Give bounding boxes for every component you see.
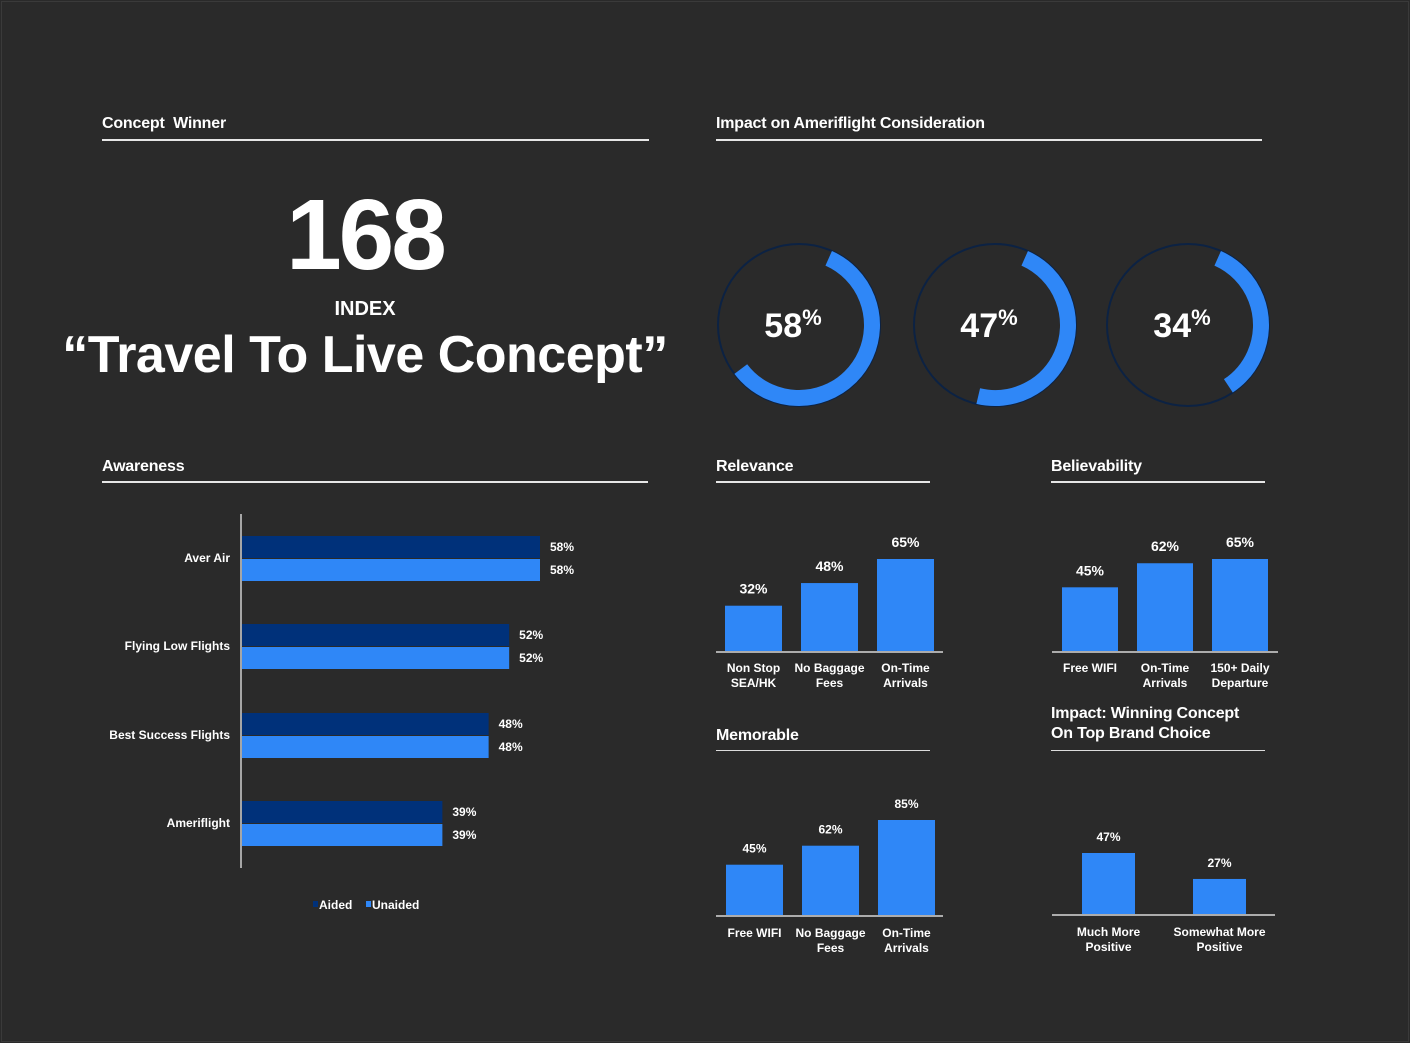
legend-label-aided: Aided [319,898,352,912]
believability-bar [1137,563,1193,651]
impact-rule [1051,750,1265,751]
ring-arc [914,244,1076,407]
relevance-bar [877,559,934,651]
awareness-bar-unaided [242,824,443,846]
impact-category-label: Much More Positive [1077,925,1141,954]
awareness-category-label: Best Success Flights [109,728,230,742]
relevance-category-label: Non Stop SEA/HK [727,661,780,690]
awareness-bar-label: 39% [452,828,476,842]
ring-value-label: 47% [960,305,1017,345]
awareness-title: Awareness [102,458,185,475]
believability-category-label: Free WIFI [1063,661,1117,675]
believability-rule [1051,481,1265,483]
concept-name: “Travel To Live Concept” [62,326,668,384]
relevance-value-label: 32% [739,581,768,597]
awareness-bar-aided [242,624,510,646]
ring-value-label: 34% [1153,305,1210,345]
believability-value-label: 65% [1226,534,1255,550]
impact-category-label: Somewhat More Positive [1173,925,1265,954]
believability-value-label: 62% [1151,538,1180,554]
index-value: 168 [286,179,447,291]
memorable-value-label: 85% [894,797,918,811]
awareness-bar-unaided [242,647,510,669]
believability-category-label: On-Time Arrivals [1141,661,1190,690]
awareness-bar-aided [242,713,489,735]
memorable-bar [802,845,859,915]
awareness-bar-label: 48% [499,740,523,754]
consideration-title: Impact on Ameriflight Consideration [716,115,985,132]
relevance-title: Relevance [716,458,794,475]
memorable-bar [878,820,935,915]
memorable-category-label: On-Time Arrivals [882,926,931,955]
ring-arc [718,244,880,406]
relevance-bar [801,583,858,651]
ring-value-label: 58% [764,305,821,345]
awareness-category-label: Flying Low Flights [125,639,231,653]
relevance-category-label: No Baggage Fees [794,661,864,690]
memorable-category-label: No Baggage Fees [795,926,865,955]
awareness-category-label: Aver Air [184,551,230,565]
impact-title: Impact: Winning Concept On Top Brand Cho… [1051,705,1240,742]
ring-3: 34% [1106,243,1270,407]
awareness-rule [102,481,648,483]
awareness-bar-label: 48% [499,717,523,731]
legend-swatch-aided [313,901,318,907]
ring-2: 47% [913,243,1077,407]
impact-bar [1193,878,1246,914]
believability-bar [1062,587,1118,651]
believability-bar [1212,559,1268,651]
relevance-rule [716,481,930,483]
believability-title: Believability [1051,458,1142,475]
relevance-bar [725,605,782,651]
awareness-category-label: Ameriflight [167,816,230,830]
relevance-category-label: On-Time Arrivals [881,661,930,690]
concept-winner-rule [102,139,649,141]
memorable-category-label: Free WIFI [727,926,781,940]
legend-swatch-unaided [366,901,371,907]
memorable-title: Memorable [716,727,799,744]
concept-winner-title: Concept Winner [102,115,226,132]
memorable-rule [716,750,930,751]
memorable-value-label: 45% [742,842,766,856]
memorable-value-label: 62% [818,823,842,837]
believability-category-label: 150+ Daily Departure [1210,661,1269,690]
index-label: INDEX [334,298,396,320]
impact-value-label: 47% [1096,830,1120,844]
impact-bar [1082,853,1135,914]
awareness-bar-unaided [242,736,489,758]
ring-1: 58% [717,243,881,407]
awareness-bar-label: 39% [452,805,476,819]
impact-value-label: 27% [1207,856,1231,870]
awareness-bar-aided [242,536,540,558]
awareness-bar-aided [242,801,443,823]
awareness-bar-label: 52% [519,628,543,642]
memorable-bar [726,864,783,915]
relevance-value-label: 48% [815,558,844,574]
consideration-rule [716,139,1262,141]
awareness-bar-label: 58% [550,563,574,577]
relevance-value-label: 65% [891,534,920,550]
legend-label-unaided: Unaided [372,898,419,912]
awareness-bar-label: 58% [550,540,574,554]
believability-value-label: 45% [1076,562,1105,578]
ring-arc [1107,244,1269,407]
awareness-bar-label: 52% [519,651,543,665]
awareness-bar-unaided [242,559,540,581]
